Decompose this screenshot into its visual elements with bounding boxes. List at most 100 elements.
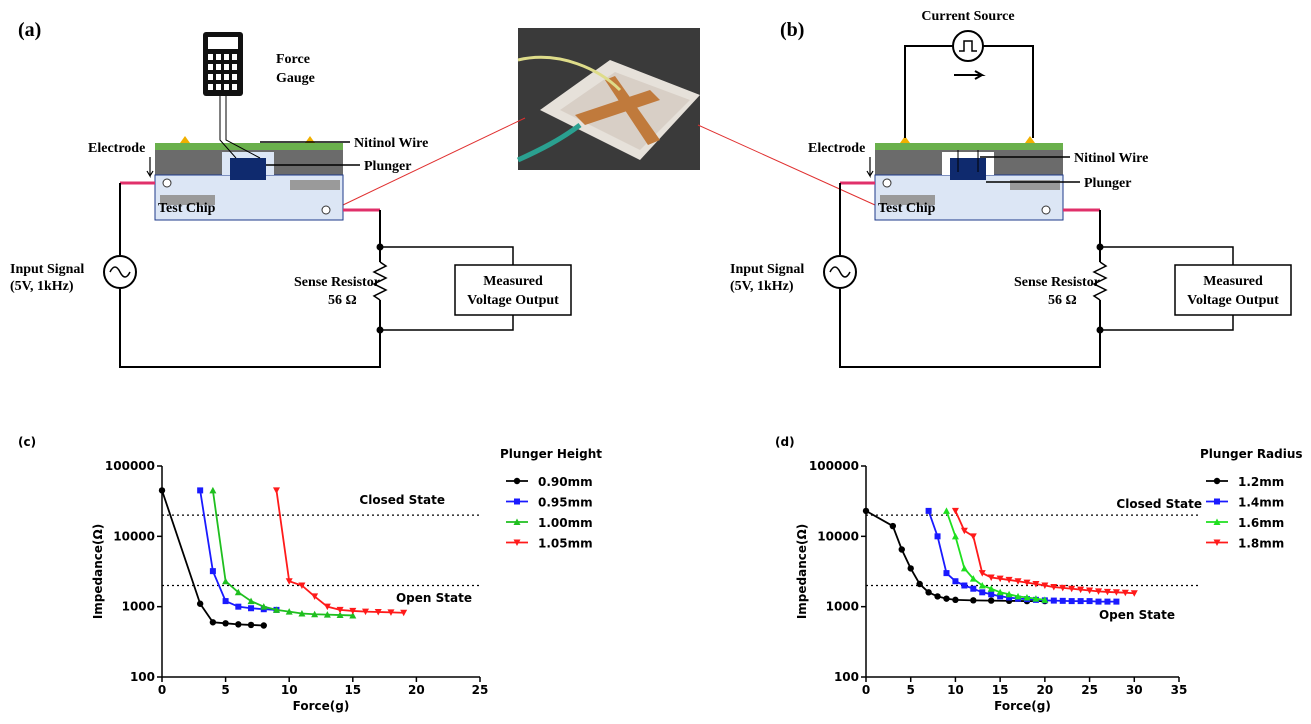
legend-marker: [1214, 478, 1220, 484]
y-tick-label: 10000: [113, 529, 155, 543]
data-point: [210, 619, 216, 625]
data-point: [943, 507, 950, 513]
label: Electrode: [88, 141, 145, 156]
gauge-screen: [208, 37, 238, 49]
x-tick-label: 10: [281, 683, 298, 697]
label: Measured: [483, 274, 543, 289]
panel-label: (a): [18, 19, 41, 41]
plunger: [950, 158, 986, 180]
legend-marker: [514, 499, 520, 505]
legend-label: 1.2mm: [1238, 475, 1284, 489]
data-point: [988, 597, 994, 603]
panel-label: (d): [775, 435, 795, 449]
chip-channel: [290, 180, 340, 190]
gauge-key: [224, 74, 229, 80]
data-point: [908, 565, 914, 571]
label: Current Source: [921, 9, 1014, 24]
y-tick-label: 1000: [826, 600, 859, 614]
y-tick-label: 100000: [809, 459, 859, 473]
gauge-key: [216, 64, 221, 70]
arrow: [147, 157, 153, 176]
legend-title: Plunger Height: [500, 447, 602, 461]
data-point: [1060, 598, 1066, 604]
gauge-key: [232, 54, 237, 60]
legend-label: 1.6mm: [1238, 516, 1284, 530]
x-tick-label: 15: [992, 683, 1009, 697]
data-point: [952, 597, 958, 603]
y-tick-label: 10000: [817, 529, 859, 543]
data-point: [235, 621, 241, 627]
label: Gauge: [276, 71, 315, 86]
electrode: [163, 179, 171, 187]
data-point: [1104, 599, 1110, 605]
data-point: [197, 487, 203, 493]
data-point: [863, 508, 869, 514]
x-tick-label: 20: [1037, 683, 1054, 697]
x-tick-label: 15: [344, 683, 361, 697]
x-tick-label: 5: [221, 683, 229, 697]
data-point: [248, 622, 254, 628]
label: Plunger: [364, 159, 411, 174]
data-point: [1096, 599, 1102, 605]
data-point: [916, 581, 922, 587]
y-tick-label: 100: [130, 670, 155, 684]
data-point: [961, 565, 968, 572]
x-tick-label: 5: [907, 683, 915, 697]
data-point: [210, 568, 216, 574]
legend-label: 1.8mm: [1238, 537, 1284, 551]
legend-label: 1.4mm: [1238, 496, 1284, 510]
panel-label: (c): [18, 435, 36, 449]
data-point: [1069, 598, 1075, 604]
data-point: [952, 533, 959, 540]
series-line: [162, 490, 264, 625]
label: Test Chip: [158, 201, 216, 216]
data-point: [935, 533, 941, 539]
data-point: [970, 597, 976, 603]
data-point: [961, 582, 967, 588]
x-tick-label: 0: [158, 683, 166, 697]
data-point: [235, 604, 241, 610]
reference-label: Open State: [396, 591, 472, 605]
series-line: [955, 511, 1134, 593]
gauge-key: [224, 54, 229, 60]
data-point: [970, 586, 976, 592]
legend-title: Plunger Radius: [1200, 447, 1303, 461]
x-axis-label: Force(g): [293, 699, 350, 713]
label: Test Chip: [878, 201, 936, 216]
y-tick-label: 100000: [105, 459, 155, 473]
x-tick-label: 25: [1081, 683, 1098, 697]
reference-label: Closed State: [359, 493, 445, 507]
data-point: [159, 487, 165, 493]
x-tick-label: 0: [862, 683, 870, 697]
electrode: [322, 206, 330, 214]
y-tick-label: 1000: [122, 600, 155, 614]
x-tick-label: 20: [408, 683, 425, 697]
legend-label: 1.00mm: [538, 516, 593, 530]
x-tick-label: 30: [1126, 683, 1143, 697]
electrode: [1042, 206, 1050, 214]
data-point: [1113, 599, 1119, 605]
label: Nitinol Wire: [1074, 151, 1148, 166]
data-point: [1087, 598, 1093, 604]
data-point: [223, 598, 229, 604]
data-point: [222, 620, 228, 626]
arrow: [954, 71, 982, 79]
contact: [180, 136, 190, 143]
data-point: [273, 487, 280, 494]
gauge-key: [232, 74, 237, 80]
label: Plunger: [1084, 176, 1131, 191]
label: Electrode: [808, 141, 865, 156]
legend-marker: [1214, 499, 1220, 505]
data-point: [970, 533, 977, 540]
current-source: [953, 31, 983, 61]
label: 56 Ω: [1048, 293, 1077, 308]
gauge-key: [224, 84, 229, 90]
gauge-key: [232, 84, 237, 90]
gauge-key: [232, 64, 237, 70]
data-point: [952, 508, 959, 514]
data-point: [261, 622, 267, 628]
chip-top-layer: [155, 143, 343, 150]
label: Force: [276, 52, 310, 67]
